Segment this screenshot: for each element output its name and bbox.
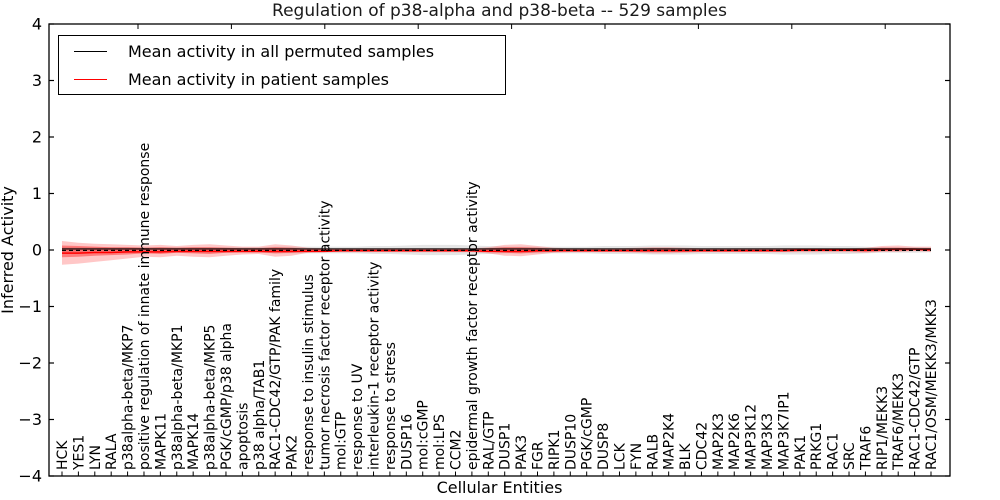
permuted-line-swatch (74, 50, 107, 52)
x-tick-label: PGK/cGMP/p38 alpha (219, 323, 235, 470)
x-tick-label: tumor necrosis factor receptor activity (317, 201, 333, 471)
x-tick-label: response to UV (350, 363, 366, 470)
x-tick-label: CCM2 (449, 429, 465, 470)
y-tick-label: 1 (32, 184, 42, 203)
x-tick-label: p38 alpha/TAB1 (252, 360, 268, 470)
y-tick-label: −1 (18, 297, 42, 316)
x-tick-label: MAP2K6 (727, 413, 743, 470)
x-tick-label: mol:cGMP (416, 400, 432, 470)
x-axis-label: Cellular Entities (437, 478, 563, 497)
x-tick-label: positive regulation of innate immune res… (137, 143, 153, 470)
x-tick-label: mol:GTP (334, 412, 350, 470)
x-tick-label: MAP3K7IP1 (776, 391, 792, 470)
y-tick-label: −3 (18, 410, 42, 429)
y-tick-label: 0 (32, 241, 42, 260)
x-tick-label: CDC42 (695, 422, 711, 470)
x-tick-label: FYN (629, 443, 645, 470)
x-tick-label: response to insulin stimulus (301, 274, 317, 470)
y-tick-label: 3 (32, 71, 42, 90)
x-tick-label: PGK/cGMP (580, 398, 596, 470)
legend-item-permuted: Mean activity in all permuted samples (59, 37, 505, 65)
x-tick-label: RAC1 (826, 433, 842, 470)
x-tick-label: response to stress (383, 342, 399, 470)
x-tick-label: YES1 (71, 435, 87, 471)
patient-line-swatch (74, 78, 107, 80)
y-tick-label: 2 (32, 128, 42, 147)
legend-box: Mean activity in all permuted samples Me… (58, 35, 506, 95)
x-tick-label: LYN (88, 445, 104, 470)
x-tick-label: p38alpha-beta/MKP7 (121, 325, 137, 470)
x-tick-label: DUSP10 (563, 414, 579, 470)
x-tick-label: interleukin-1 receptor activity (367, 262, 383, 470)
y-axis-label: Inferred Activity (0, 186, 17, 314)
x-tick-label: DUSP16 (399, 414, 415, 470)
x-tick-label: RAC1-CDC42/GTP/PAK family (268, 269, 284, 470)
x-tick-label: apoptosis (235, 403, 251, 470)
x-tick-label: TRAF6 (858, 426, 874, 471)
x-tick-label: RIPK1 (547, 430, 563, 470)
legend-label-patient: Mean activity in patient samples (128, 69, 389, 89)
y-tick-label: −4 (18, 467, 42, 486)
band-patient-sample-spread-outer (62, 241, 931, 265)
x-tick-label: MAP3K12 (744, 404, 760, 470)
x-tick-label: BLK (678, 443, 694, 470)
legend-item-patient: Mean activity in patient samples (59, 65, 505, 93)
x-tick-label: TRAF6/MEKK3 (891, 373, 907, 471)
x-tick-label: MAPK14 (186, 413, 202, 470)
x-tick-label: DUSP8 (596, 423, 612, 470)
x-tick-label: FGR (531, 441, 547, 470)
x-tick-label: epidermal growth factor receptor activit… (465, 181, 481, 470)
chart-title: Regulation of p38-alpha and p38-beta -- … (272, 1, 727, 21)
x-tick-label: RAL/GTP (481, 411, 497, 470)
x-tick-label: RAC1-CDC42/GTP (908, 348, 924, 470)
x-tick-label: PAK1 (793, 435, 809, 470)
x-tick-label: DUSP1 (498, 423, 514, 470)
y-tick-label: −2 (18, 354, 42, 373)
x-tick-label: MAP2K4 (662, 413, 678, 470)
x-tick-label: MAP3K3 (760, 413, 776, 470)
x-tick-label: p38alpha-beta/MKP1 (170, 325, 186, 470)
x-tick-label: p38alpha-beta/MKP5 (203, 325, 219, 470)
x-tick-label: HCK (55, 440, 71, 470)
y-tick-label: 4 (32, 15, 42, 34)
x-tick-label: MAP2K3 (711, 413, 727, 470)
x-tick-label: LCK (613, 442, 629, 470)
x-tick-label: MAPK11 (153, 413, 169, 470)
x-tick-label: SRC (842, 442, 858, 470)
legend-label-permuted: Mean activity in all permuted samples (128, 41, 435, 61)
x-tick-label: mol:LPS (432, 414, 448, 470)
x-tick-label: RIP1/MEKK3 (875, 386, 891, 470)
x-tick-label: RALB (645, 434, 661, 470)
x-tick-label: PRKG1 (809, 423, 825, 470)
x-tick-label: RAC1/OSM/MEKK3/MKK3 (924, 299, 940, 470)
x-tick-label: PAK3 (514, 435, 530, 470)
x-tick-label: RALA (104, 433, 120, 470)
x-tick-label: PAK2 (285, 435, 301, 470)
